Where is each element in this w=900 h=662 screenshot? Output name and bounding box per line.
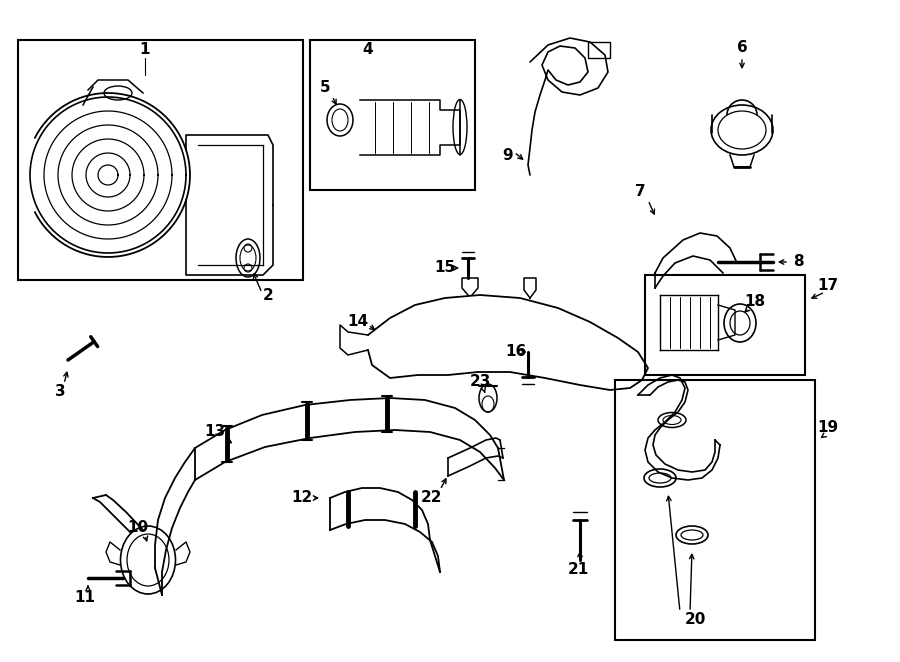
- Text: 12: 12: [292, 491, 312, 506]
- Text: 9: 9: [503, 148, 513, 162]
- Text: 21: 21: [567, 563, 589, 577]
- Text: 20: 20: [684, 612, 706, 628]
- Text: 4: 4: [363, 42, 374, 58]
- Text: 6: 6: [736, 40, 747, 56]
- Text: 8: 8: [793, 254, 804, 269]
- Text: 22: 22: [421, 491, 443, 506]
- Text: 2: 2: [263, 287, 274, 303]
- Bar: [615, 380, 815, 640]
- Bar: [310, 40, 475, 190]
- Bar: [588, 42, 610, 58]
- Text: 16: 16: [506, 344, 526, 359]
- Text: 1: 1: [140, 42, 150, 58]
- Text: 14: 14: [347, 314, 369, 330]
- Text: 19: 19: [817, 420, 839, 436]
- Text: 11: 11: [75, 591, 95, 606]
- Text: 7: 7: [634, 185, 645, 199]
- Text: 15: 15: [435, 261, 455, 275]
- Text: 17: 17: [817, 277, 839, 293]
- Text: 13: 13: [204, 424, 226, 440]
- Text: 5: 5: [320, 81, 330, 95]
- Text: 23: 23: [469, 375, 491, 389]
- Text: 10: 10: [128, 520, 148, 536]
- Text: 3: 3: [55, 385, 66, 399]
- Bar: [645, 275, 805, 375]
- Text: 18: 18: [744, 295, 766, 310]
- Bar: [18, 40, 303, 280]
